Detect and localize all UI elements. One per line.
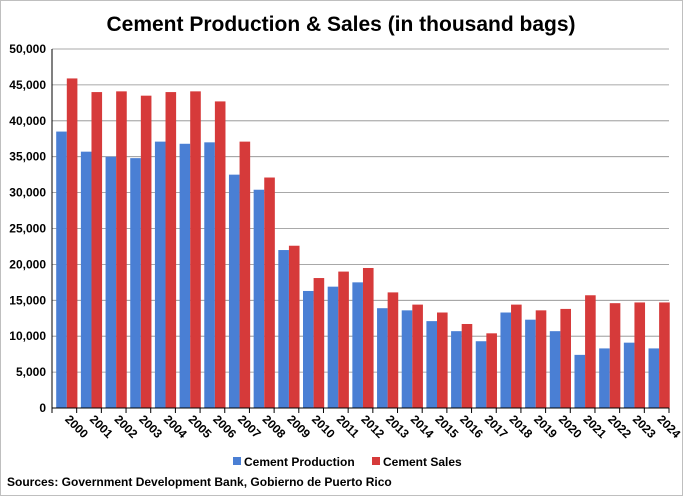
- sales-bar-2016: [461, 323, 473, 408]
- y-tick-label: 10,000: [9, 329, 46, 343]
- y-tick-label: 50,000: [9, 42, 46, 56]
- sales-bar-2004: [165, 92, 177, 408]
- x-tick-label: 2017: [482, 412, 511, 441]
- sales-bar-2022: [609, 303, 621, 408]
- production-bar-2014: [401, 310, 413, 408]
- production-bar-2013: [377, 308, 388, 408]
- y-tick-label: 15,000: [9, 293, 46, 307]
- y-tick-label: 5,000: [16, 365, 46, 379]
- sales-bar-2019: [535, 310, 547, 408]
- production-bar-2022: [599, 348, 610, 408]
- production-bar-2012: [352, 282, 363, 408]
- production-bar-2004: [154, 141, 166, 408]
- x-tick-label: 2006: [210, 412, 239, 441]
- production-bar-2002: [105, 156, 117, 408]
- x-tick-label: 2007: [235, 412, 264, 441]
- sales-bar-2023: [634, 302, 646, 408]
- sales-bar-2003: [140, 95, 152, 409]
- x-tick-label: 2004: [161, 412, 190, 441]
- x-tick-label: 2005: [186, 412, 215, 441]
- source-note: Sources: Government Development Bank, Go…: [7, 475, 392, 489]
- x-tick-label: 2024: [655, 412, 683, 441]
- sales-bar-2015: [437, 312, 448, 408]
- x-tick-label: 2013: [383, 412, 412, 441]
- production-bar-2006: [204, 142, 215, 408]
- production-bar-2024: [648, 348, 660, 408]
- x-tick-label: 2022: [605, 412, 634, 441]
- y-tick-label: 0: [39, 401, 46, 415]
- sales-bar-2009: [288, 245, 300, 408]
- x-tick-label: 2016: [457, 412, 486, 441]
- legend: Cement Production Cement Sales: [233, 455, 462, 469]
- y-tick-label: 25,000: [9, 222, 46, 236]
- y-tick-label: 40,000: [9, 114, 46, 128]
- x-tick-label: 2014: [408, 412, 437, 441]
- y-tick-label: 20,000: [9, 257, 46, 271]
- x-tick-label: 2021: [580, 412, 609, 441]
- x-tick-label: 2012: [358, 412, 387, 441]
- legend-swatch-production: [233, 457, 241, 465]
- sales-bar-2011: [338, 271, 349, 408]
- x-tick-label: 2001: [87, 412, 116, 441]
- sales-bar-2021: [585, 295, 596, 408]
- sales-bar-2005: [190, 91, 201, 409]
- production-bar-2016: [451, 331, 462, 408]
- production-bar-2007: [228, 174, 240, 408]
- bars: [56, 78, 670, 409]
- production-bar-2020: [549, 331, 561, 408]
- x-tick-label: 2018: [506, 412, 535, 441]
- sales-bar-2024: [659, 302, 670, 408]
- sales-bar-2018: [511, 304, 522, 408]
- production-bar-2023: [623, 342, 635, 408]
- production-bar-2008: [253, 189, 265, 408]
- production-bar-2015: [426, 321, 437, 408]
- production-bar-2010: [303, 290, 314, 408]
- x-tick-label: 2008: [260, 412, 289, 441]
- legend-swatch-sales: [372, 457, 380, 465]
- sales-bar-2017: [486, 333, 497, 408]
- sales-bar-2007: [239, 141, 251, 408]
- production-bar-2000: [56, 131, 67, 408]
- x-tick-label: 2023: [630, 412, 659, 441]
- production-bar-2018: [500, 312, 512, 408]
- x-tick-label: 2020: [556, 412, 585, 441]
- chart-title: Cement Production & Sales (in thousand b…: [106, 13, 575, 36]
- x-tick-label: 2010: [309, 412, 338, 441]
- x-tick-label: 2009: [284, 412, 313, 441]
- production-bar-2011: [327, 286, 339, 408]
- sales-bar-2010: [313, 278, 325, 408]
- sales-bar-2014: [412, 304, 423, 408]
- production-bar-2019: [525, 319, 536, 408]
- sales-bar-2012: [362, 267, 374, 408]
- legend-label-production: Cement Production: [244, 455, 355, 469]
- x-tick-label: 2000: [62, 412, 91, 441]
- y-tick-label: 35,000: [9, 150, 46, 164]
- sales-bar-2008: [264, 177, 275, 408]
- sales-bar-2020: [560, 308, 571, 408]
- production-bar-2021: [574, 354, 586, 408]
- production-bar-2003: [130, 158, 141, 408]
- x-tick-label: 2019: [531, 412, 560, 441]
- x-tick-label: 2015: [432, 412, 461, 441]
- x-tick-label: 2011: [334, 412, 363, 441]
- x-tick-label: 2003: [136, 412, 165, 441]
- y-tick-label: 30,000: [9, 186, 46, 200]
- y-axis: 0 5,000 10,000 15,000 20,000 25,000 30,000 35,0…: [9, 42, 53, 415]
- production-bar-2005: [179, 143, 191, 408]
- sales-bar-2002: [116, 91, 127, 409]
- sales-bar-2013: [387, 292, 399, 408]
- production-bar-2009: [278, 250, 289, 408]
- production-bar-2001: [80, 151, 92, 409]
- production-bar-2017: [475, 341, 487, 408]
- x-tick-label: 2002: [112, 412, 141, 441]
- sales-bar-2000: [66, 78, 78, 408]
- sales-bar-2006: [214, 101, 226, 408]
- y-tick-label: 45,000: [9, 78, 46, 92]
- x-axis: 2000200120022003200420052006200720082009…: [51, 407, 683, 441]
- legend-label-sales: Cement Sales: [383, 455, 462, 469]
- sales-bar-2001: [91, 92, 103, 408]
